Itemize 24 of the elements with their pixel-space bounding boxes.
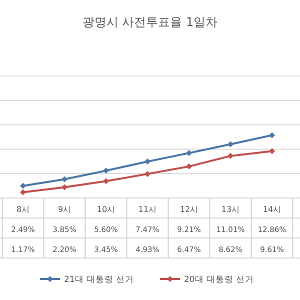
point (62, 176, 68, 182)
point (144, 170, 150, 177)
x-tick-label: 11시 (138, 205, 157, 214)
x-tick-label: 8시 (16, 205, 30, 214)
point (228, 152, 234, 159)
point (103, 178, 109, 184)
point (144, 158, 150, 165)
point (62, 184, 68, 190)
point (103, 168, 109, 174)
point (269, 148, 275, 154)
x-tick-label: 9시 (58, 205, 72, 214)
point (186, 150, 192, 156)
x-tick-label: 14시 (262, 205, 282, 214)
title: 광명시 사전투표율 1일차 (82, 15, 218, 29)
point (20, 182, 26, 189)
legend-label: 20대 대통령 선거 (184, 275, 254, 285)
point (228, 141, 234, 148)
point (269, 132, 275, 138)
legend-label: 21대 대통령 선거 (64, 275, 134, 285)
point (186, 163, 192, 170)
x-tick-label: 10시 (96, 205, 116, 214)
x-tick-label: 12시 (180, 205, 198, 214)
x-tick-label: 13시 (221, 205, 240, 214)
point (20, 189, 26, 196)
